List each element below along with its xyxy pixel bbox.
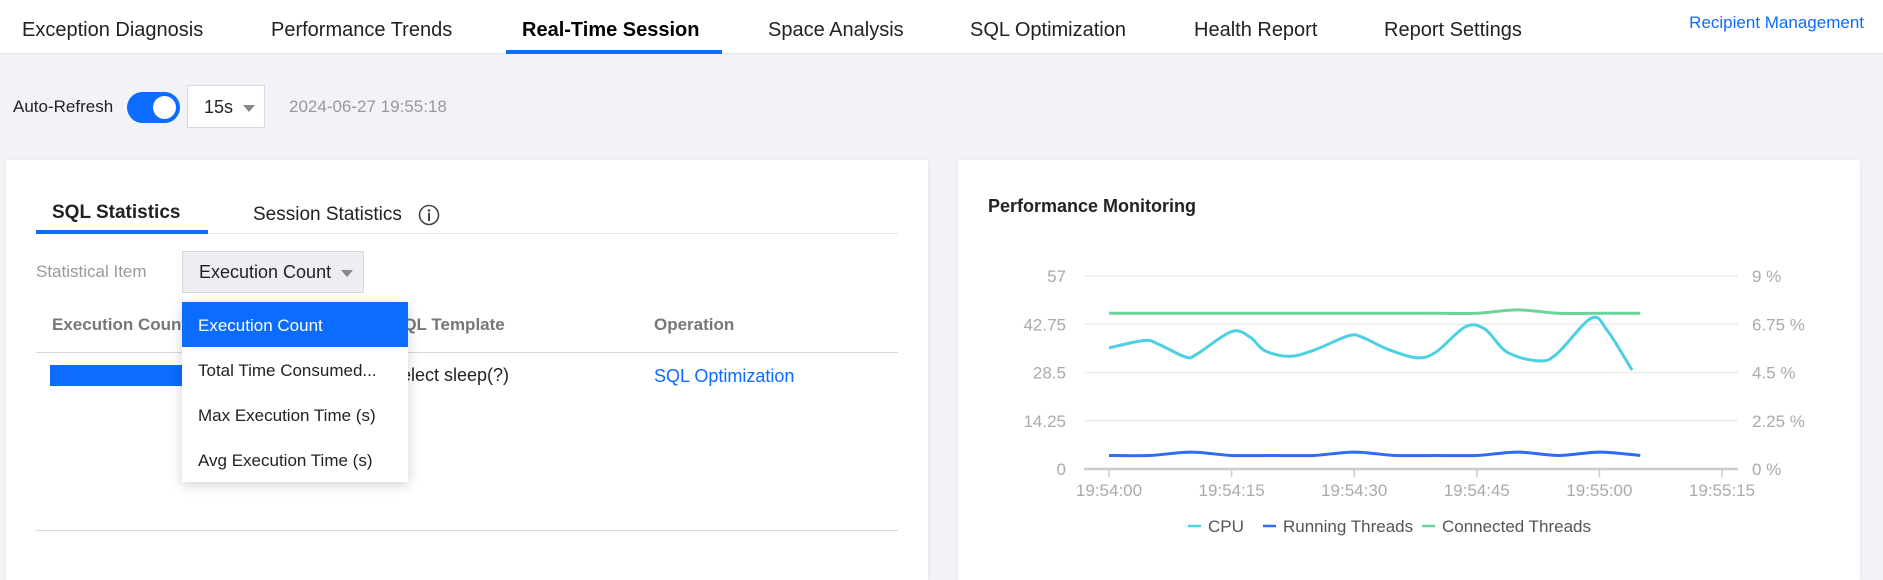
tabs-divider — [36, 233, 898, 234]
toggle-knob — [153, 96, 176, 119]
x-tick-label: 19:54:15 — [1199, 481, 1265, 500]
tab-health-report[interactable]: Health Report — [1194, 19, 1318, 41]
sql-optimization-link[interactable]: SQL Optimization — [654, 366, 795, 386]
auto-refresh-label: Auto-Refresh — [13, 97, 114, 116]
statistical-item-dropdown: Execution Count Total Time Consumed... M… — [182, 302, 408, 482]
x-tick-label: 19:55:00 — [1566, 481, 1632, 500]
tab-sql-statistics[interactable]: SQL Statistics — [52, 202, 181, 223]
x-tick-label: 19:55:15 — [1689, 481, 1755, 500]
y-tick-label-right: 6.75 % — [1752, 315, 1805, 334]
column-header-sql-template: SQL Template — [392, 315, 505, 334]
top-nav: Exception Diagnosis Performance Trends R… — [0, 0, 1883, 54]
performance-monitoring-card — [958, 160, 1860, 580]
active-subtab-underline — [36, 230, 208, 234]
legend-label: Running Threads — [1283, 517, 1413, 536]
tab-real-time-session[interactable]: Real-Time Session — [522, 19, 700, 41]
y-tick-label-left: 42.75 — [1023, 315, 1066, 334]
x-tick-label: 19:54:45 — [1444, 481, 1510, 500]
refresh-interval-value: 15s — [204, 97, 234, 117]
execution-count-bar — [50, 365, 210, 386]
option-max-execution-time[interactable]: Max Execution Time (s) — [198, 406, 376, 425]
tab-report-settings[interactable]: Report Settings — [1384, 19, 1522, 41]
y-tick-label-left: 57 — [1047, 267, 1066, 286]
performance-chart: 0 0 % 14.25 2.25 % 28.5 4.5 % 42.75 6.75 % 57 9 %… — [1023, 267, 1805, 536]
y-tick-label-left: 28.5 — [1033, 364, 1066, 383]
table-bottom-divider — [36, 530, 898, 531]
y-tick-label-right: 2.25 % — [1752, 412, 1805, 431]
column-header-operation: Operation — [654, 315, 735, 334]
y-tick-label-left: 14.25 — [1023, 412, 1066, 431]
option-execution-count[interactable]: Execution Count — [182, 302, 408, 347]
legend-label: Connected Threads — [1442, 517, 1591, 536]
refresh-interval-select[interactable]: 15s — [187, 85, 265, 128]
info-icon[interactable] — [418, 204, 440, 226]
x-tick-label: 19:54:00 — [1076, 481, 1142, 500]
statistical-item-value: Execution Count — [199, 262, 332, 282]
y-tick-label-right: 0 % — [1752, 460, 1781, 479]
legend-label: CPU — [1208, 517, 1244, 536]
option-avg-execution-time[interactable]: Avg Execution Time (s) — [198, 451, 373, 470]
active-tab-underline — [506, 50, 722, 54]
y-tick-label-right: 4.5 % — [1752, 364, 1795, 383]
chevron-down-icon — [341, 269, 354, 277]
y-tick-label-left: 0 — [1057, 460, 1066, 479]
auto-refresh-toggle[interactable] — [127, 92, 180, 123]
x-tick-label: 19:54:30 — [1321, 481, 1387, 500]
series-line-connected-threads — [1109, 308, 1641, 315]
series-line-running-threads — [1108, 450, 1641, 458]
last-refresh-timestamp: 2024-06-27 19:55:18 — [289, 97, 447, 116]
recipient-management-link[interactable]: Recipient Management — [1689, 13, 1864, 32]
statistical-item-select[interactable]: Execution Count — [182, 251, 364, 293]
column-header-execution-count[interactable]: Execution Count — [52, 315, 188, 334]
chevron-down-icon — [243, 104, 256, 112]
tab-space-analysis[interactable]: Space Analysis — [768, 19, 904, 41]
y-tick-label-right: 9 % — [1752, 267, 1781, 286]
header-divider — [36, 352, 898, 353]
option-total-time-consumed[interactable]: Total Time Consumed... — [198, 361, 377, 380]
performance-monitoring-title: Performance Monitoring — [988, 196, 1197, 216]
series-line-cpu — [1108, 315, 1634, 371]
statistical-item-label: Statistical Item — [36, 262, 147, 281]
sql-template-cell: select sleep(?) — [392, 365, 510, 385]
tab-sql-optimization[interactable]: SQL Optimization — [970, 19, 1126, 41]
tab-performance-trends[interactable]: Performance Trends — [271, 19, 453, 41]
tab-exception-diagnosis[interactable]: Exception Diagnosis — [22, 19, 204, 41]
tab-session-statistics[interactable]: Session Statistics — [253, 204, 402, 225]
